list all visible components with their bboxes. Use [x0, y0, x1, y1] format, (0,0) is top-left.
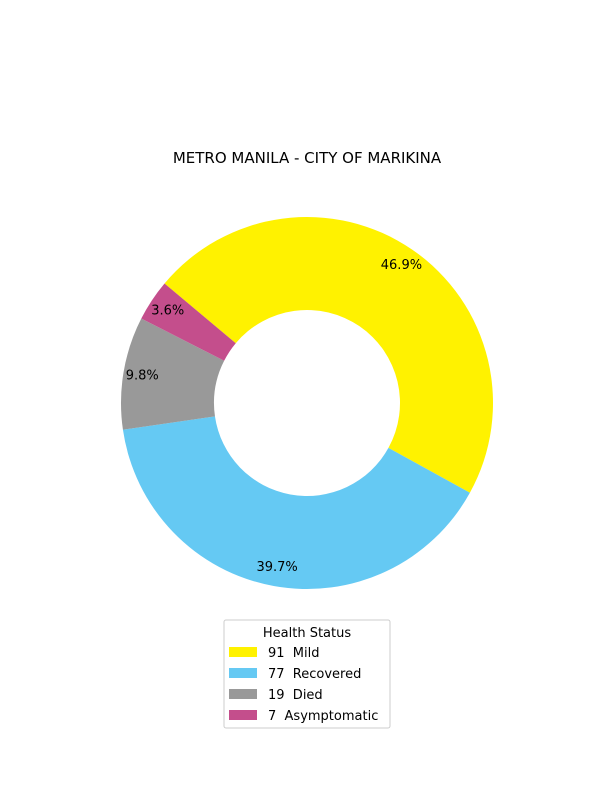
- slice-died: [121, 318, 225, 430]
- legend-frame: [223, 619, 391, 729]
- percent-label-asymptomatic: 3.6%: [151, 303, 184, 318]
- legend-label-mild: 91 Mild: [268, 646, 320, 661]
- donut-slices: [121, 216, 493, 589]
- percent-label-died: 9.8%: [126, 368, 159, 383]
- legend-label-asymptomatic: 7 Asymptomatic: [268, 709, 378, 724]
- legend-swatch-asymptomatic: [229, 710, 257, 720]
- percent-labels: 46.9% 39.7% 9.8% 3.6%: [126, 258, 422, 575]
- percent-label-mild: 46.9%: [381, 258, 422, 273]
- legend-swatch-died: [229, 689, 257, 699]
- chart-title: METRO MANILA - CITY OF MARIKINA: [173, 149, 442, 167]
- legend-swatch-mild: [229, 647, 257, 657]
- legend-label-died: 19 Died: [268, 688, 323, 703]
- legend-title: Health Status: [263, 626, 351, 641]
- slice-recovered: [122, 416, 470, 589]
- legend: Health Status 91 Mild 77 Recovered 19 Died…: [223, 619, 391, 729]
- slice-mild: [164, 216, 493, 493]
- legend-label-recovered: 77 Recovered: [268, 667, 361, 682]
- legend-swatch-recovered: [229, 668, 257, 678]
- percent-label-recovered: 39.7%: [256, 560, 297, 575]
- slice-asymptomatic: [141, 283, 236, 361]
